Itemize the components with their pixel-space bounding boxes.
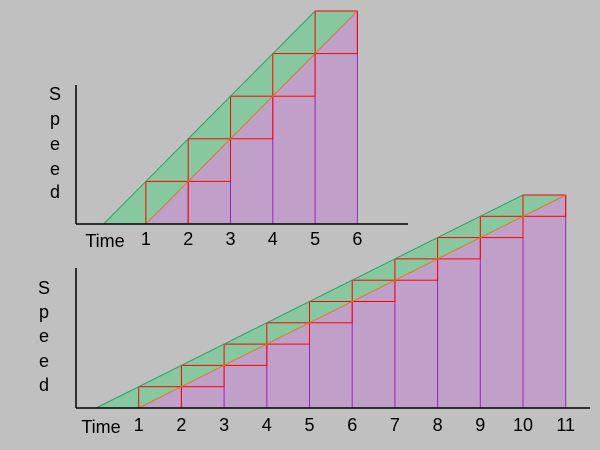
- tick-label: 6: [347, 415, 357, 435]
- tick-label: 8: [433, 415, 443, 435]
- tick-label: 5: [304, 415, 314, 435]
- tick-label: 1: [134, 415, 144, 435]
- step-box: [394, 258, 439, 281]
- tick-label: 2: [183, 229, 193, 249]
- tick-label: 5: [310, 229, 320, 249]
- time-label: Time: [81, 417, 120, 437]
- lower-diagonal: [138, 194, 566, 409]
- speed-letter: p: [50, 109, 60, 129]
- tick-label: 9: [475, 415, 485, 435]
- tick-label: 3: [219, 415, 229, 435]
- tick-label: 11: [556, 415, 575, 435]
- speed-letter: e: [50, 134, 60, 154]
- tick-label: 7: [390, 415, 400, 435]
- step-box: [180, 364, 225, 388]
- lower-diagonal: [145, 10, 358, 225]
- tick-label: 4: [268, 229, 278, 249]
- step-box: [314, 10, 358, 55]
- upper-diagonal: [95, 194, 524, 409]
- speed-letter: p: [39, 302, 49, 322]
- upper-diagonal: [103, 10, 316, 225]
- step-box: [272, 53, 316, 97]
- time-label: Time: [85, 231, 124, 251]
- step-box: [351, 279, 396, 303]
- tick-label: 2: [176, 415, 186, 435]
- tick-label: 3: [225, 229, 235, 249]
- speed-letter: e: [39, 351, 49, 371]
- speed-letter: d: [50, 182, 60, 202]
- step-box: [437, 237, 481, 260]
- step-box: [230, 95, 274, 140]
- speed-letter: e: [50, 159, 60, 179]
- step-box: [223, 343, 268, 366]
- step-box: [187, 138, 231, 182]
- speed-letter: S: [49, 84, 61, 104]
- step-box: [522, 194, 567, 217]
- speed-letter: d: [39, 375, 49, 395]
- tick-label: 10: [513, 415, 533, 435]
- step-box: [266, 322, 310, 345]
- speed-letter: S: [38, 278, 50, 298]
- tick-label: 1: [141, 229, 151, 249]
- tick-label: 6: [352, 229, 362, 249]
- step-box: [309, 301, 353, 324]
- step-box: [479, 215, 524, 239]
- tick-label: 4: [262, 415, 272, 435]
- speed-letter: e: [39, 326, 49, 346]
